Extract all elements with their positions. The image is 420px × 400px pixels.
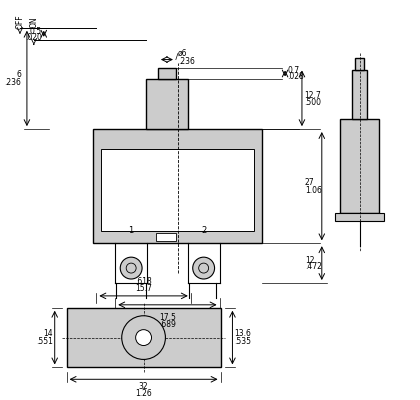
Text: 1.06: 1.06 — [305, 186, 322, 195]
Bar — [352, 70, 368, 119]
Bar — [340, 119, 379, 214]
Text: 32: 32 — [139, 382, 148, 391]
Text: 6: 6 — [16, 70, 21, 79]
Bar — [335, 214, 384, 222]
Text: 0.5: 0.5 — [30, 27, 42, 36]
Text: 1: 1 — [129, 226, 134, 235]
Text: .500: .500 — [304, 98, 321, 107]
Text: .236: .236 — [178, 57, 195, 66]
Text: .472: .472 — [305, 262, 322, 270]
Text: .535: .535 — [234, 337, 252, 346]
Text: 1.26: 1.26 — [135, 389, 152, 398]
Text: .020: .020 — [25, 33, 42, 42]
Circle shape — [122, 316, 165, 360]
Text: 0.7: 0.7 — [287, 66, 299, 75]
Text: .618: .618 — [135, 277, 152, 286]
Text: 14: 14 — [43, 329, 53, 338]
Circle shape — [193, 257, 215, 279]
Bar — [93, 129, 262, 243]
Text: .028: .028 — [287, 72, 304, 81]
Text: ON: ON — [29, 16, 38, 28]
Bar — [354, 58, 365, 70]
Bar — [146, 80, 188, 129]
Text: .551: .551 — [36, 337, 53, 346]
Text: 12.7: 12.7 — [304, 91, 321, 100]
Text: 15.7: 15.7 — [135, 284, 152, 293]
Text: 2: 2 — [201, 226, 206, 235]
Text: .236: .236 — [4, 78, 21, 87]
Text: .689: .689 — [159, 320, 176, 329]
Bar — [156, 233, 176, 241]
Text: 12: 12 — [305, 256, 315, 265]
Circle shape — [120, 257, 142, 279]
Circle shape — [136, 330, 152, 346]
Bar — [158, 68, 176, 80]
Text: 17.5: 17.5 — [159, 313, 176, 322]
Text: OFF: OFF — [16, 14, 24, 29]
Bar — [67, 308, 220, 367]
Text: 13.6: 13.6 — [234, 329, 251, 338]
Text: 27: 27 — [305, 178, 315, 187]
Bar — [101, 149, 254, 231]
Text: ø6: ø6 — [178, 49, 187, 58]
